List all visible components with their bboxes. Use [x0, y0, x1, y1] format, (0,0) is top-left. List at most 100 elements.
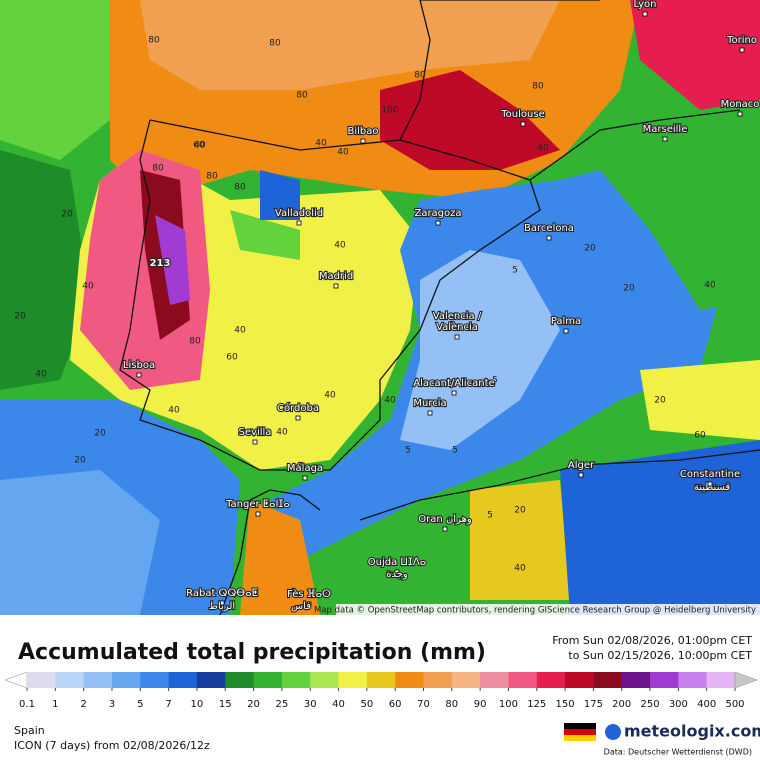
city-label: Lisboa: [123, 360, 155, 371]
legend-swatch: [593, 672, 623, 688]
contour-label: 80: [234, 183, 246, 193]
city-label: Córdoba: [277, 402, 319, 414]
city-marker: [252, 439, 258, 445]
city-label: Bilbao: [347, 126, 378, 137]
legend-swatch: [338, 672, 368, 688]
contour-label: 80: [189, 337, 201, 347]
contour-label: 20: [654, 396, 666, 406]
legend-swatch: [83, 672, 113, 688]
contour-label: 20: [584, 244, 596, 254]
legend-tick-label: 125: [527, 699, 546, 710]
logo-icon: [605, 724, 621, 740]
contour-label: 80: [206, 172, 218, 182]
legend-tick-label: 15: [219, 699, 232, 710]
contour-label: 20: [74, 456, 86, 466]
city-label: Valladolid: [275, 208, 323, 219]
city-label: Marseille: [643, 124, 688, 135]
legend: 0.1 1 2 3 5 7 10 15 20 25 30 40 50 60 70 80 90 100 125 150 1…: [4, 671, 758, 710]
contour-label: 40: [82, 282, 94, 292]
field: [640, 360, 760, 440]
field: [470, 480, 570, 600]
field: [240, 500, 320, 615]
city-label: Alacant/Alicante: [413, 378, 494, 389]
contour-label: 20: [14, 312, 26, 322]
city-marker: [296, 220, 302, 226]
title: Accumulated total precipitation (mm): [18, 640, 486, 665]
contour-label: 40: [194, 141, 206, 151]
legend-swatch: [281, 672, 311, 688]
legend-swatch: [168, 672, 198, 688]
legend-tick-label: 300: [669, 699, 688, 710]
contour-label: 80: [269, 39, 281, 49]
legend-swatch: [423, 672, 453, 688]
contour-label: 40: [384, 396, 396, 406]
legend-swatch: [451, 672, 481, 688]
contour-label: 5: [405, 446, 411, 456]
legend-tick-label: 1: [52, 699, 58, 710]
period-to: to Sun 02/15/2026, 10:00pm CET: [568, 649, 752, 662]
city-marker: [435, 220, 441, 226]
field: [0, 470, 160, 615]
legend-tick-label: 7: [165, 699, 171, 710]
city-label: Palma: [551, 316, 581, 327]
field: [0, 0, 120, 160]
city-label: Barcelona: [524, 223, 574, 234]
city-marker: [295, 415, 301, 421]
legend-arrow: [734, 671, 758, 689]
flag: [564, 723, 596, 741]
city-label: Constantine: [680, 469, 740, 480]
city-label: Alger: [568, 460, 595, 471]
contour-label: 80: [296, 91, 308, 101]
contour-label: 80: [532, 82, 544, 92]
city-label: Lyon: [633, 0, 656, 10]
contour-label: 40: [334, 241, 346, 251]
contour-label: 40: [337, 148, 349, 158]
city-label: Torino: [726, 35, 757, 46]
city-label: الرباط: [209, 601, 235, 612]
legend-tick-label: 5: [137, 699, 143, 710]
city-label: Málaga: [287, 462, 323, 474]
contour-label: 60: [226, 353, 238, 363]
contour-label: 80: [148, 36, 160, 46]
city-marker: [520, 121, 526, 127]
legend-tick-label: 2: [80, 699, 86, 710]
peak-label: 213: [150, 258, 171, 269]
field: [630, 0, 760, 110]
city-marker: [219, 600, 225, 606]
city-marker: [442, 526, 448, 532]
legend-swatch: [536, 672, 566, 688]
legend-swatch: [480, 672, 509, 688]
legend-swatch: [621, 672, 651, 688]
contour-label: 60: [193, 141, 205, 151]
legend-tick-label: 200: [612, 699, 631, 710]
city-marker: [454, 334, 460, 340]
city-label: وجدة: [386, 569, 408, 580]
legend-swatch: [55, 672, 85, 688]
field: [155, 215, 190, 305]
city-marker: [563, 328, 569, 334]
attribution-bg: [336, 604, 760, 615]
city-marker: [136, 372, 142, 378]
city-marker: [333, 283, 339, 289]
city-marker: [302, 475, 308, 481]
field: [600, 110, 760, 310]
legend-tick-label: 80: [445, 699, 458, 710]
legend-tick-label: 500: [725, 699, 744, 710]
legend-tick-label: 150: [556, 699, 575, 710]
city-label: قسنطينة: [694, 482, 731, 493]
legend-tick-label: 50: [360, 699, 373, 710]
city-marker: [739, 47, 745, 53]
city-marker: [427, 410, 433, 416]
contour-label: 20: [623, 284, 635, 294]
city-label: فاس: [291, 601, 311, 612]
contour-label: 40: [35, 370, 47, 380]
city-label: Rabat ⵕⵕⴱⴰⵟ: [186, 588, 258, 599]
period-from: From Sun 02/08/2026, 01:00pm CET: [552, 634, 752, 647]
legend-swatch: [140, 672, 170, 688]
source: Data: Deutscher Wetterdienst (DWD): [604, 748, 752, 757]
city-marker: [662, 136, 668, 142]
city-marker: [546, 235, 552, 241]
legend-tick-label: 60: [389, 699, 402, 710]
legend-swatch: [196, 672, 226, 688]
contour-label: 5: [492, 376, 498, 386]
